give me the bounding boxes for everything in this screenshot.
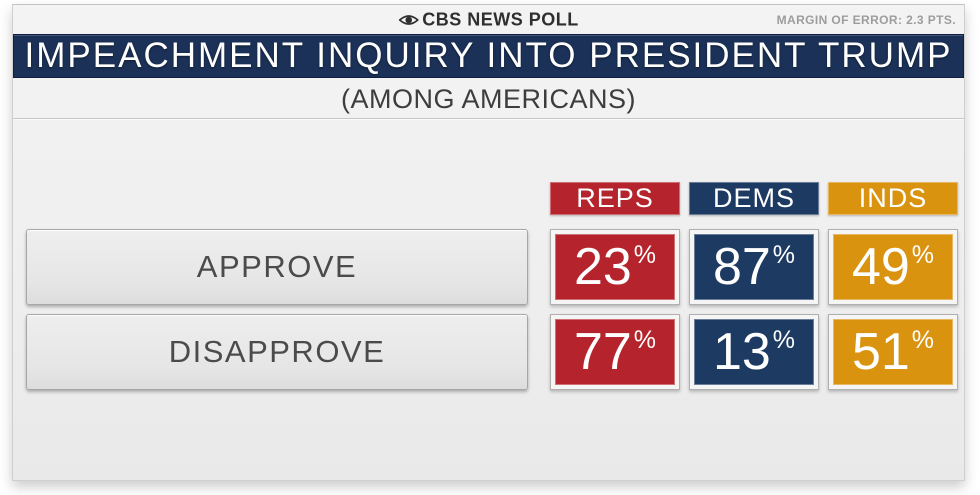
cell-disapprove-inds: 51%: [828, 314, 958, 390]
cell-disapprove-dems-box: 13%: [694, 319, 814, 385]
cell-approve-inds-box: 49%: [833, 234, 953, 300]
cbs-eye-icon: [398, 14, 419, 25]
cell-disapprove-dems: 13%: [689, 314, 819, 390]
row-label-approve-text: APPROVE: [196, 249, 358, 284]
subtitle-row: (AMONG AMERICANS): [13, 80, 964, 118]
value-disapprove-reps: 77: [573, 323, 632, 381]
cell-approve-inds: 49%: [828, 229, 958, 305]
cell-approve-reps: 23%: [550, 229, 680, 305]
percent-sign: %: [772, 240, 796, 269]
column-header-inds-label: INDS: [858, 183, 928, 213]
divider-line: [13, 118, 964, 119]
column-header-reps-label: REPS: [576, 183, 654, 213]
percent-sign: %: [911, 240, 935, 269]
column-header-inds: INDS: [828, 182, 958, 215]
page-subtitle: (AMONG AMERICANS): [340, 83, 637, 114]
cell-disapprove-reps: 77%: [550, 314, 680, 390]
page-title: IMPEACHMENT INQUIRY INTO PRESIDENT TRUMP: [24, 36, 953, 75]
cell-approve-dems: 87%: [689, 229, 819, 305]
value-approve-inds: 49: [851, 238, 910, 296]
value-disapprove-dems: 13: [712, 323, 771, 381]
column-header-dems: DEMS: [689, 182, 819, 215]
value-approve-dems: 87: [712, 238, 771, 296]
percent-sign: %: [633, 240, 657, 269]
column-header-dems-label: DEMS: [712, 183, 795, 213]
poll-card: CBS NEWS POLL MARGIN OF ERROR: 2.3 PTS. …: [12, 4, 965, 481]
cell-disapprove-inds-box: 51%: [833, 319, 953, 385]
top-brand-bar: CBS NEWS POLL MARGIN OF ERROR: 2.3 PTS.: [13, 5, 964, 34]
row-label-disapprove-text: DISAPPROVE: [168, 334, 386, 369]
value-disapprove-inds: 51: [851, 323, 910, 381]
cell-approve-dems-box: 87%: [694, 234, 814, 300]
brand-name: CBS NEWS POLL: [422, 9, 579, 29]
cell-disapprove-reps-box: 77%: [555, 319, 675, 385]
cbs-brand: CBS NEWS POLL: [398, 9, 579, 30]
margin-of-error-text: MARGIN OF ERROR: 2.3 PTS.: [776, 12, 956, 27]
row-label-disapprove: DISAPPROVE: [26, 314, 528, 390]
cell-approve-reps-box: 23%: [555, 234, 675, 300]
percent-sign: %: [633, 325, 657, 354]
percent-sign: %: [911, 325, 935, 354]
percent-sign: %: [772, 325, 796, 354]
value-approve-reps: 23: [573, 238, 632, 296]
column-header-reps: REPS: [550, 182, 680, 215]
row-label-approve: APPROVE: [26, 229, 528, 305]
title-bar: IMPEACHMENT INQUIRY INTO PRESIDENT TRUMP: [13, 34, 964, 78]
